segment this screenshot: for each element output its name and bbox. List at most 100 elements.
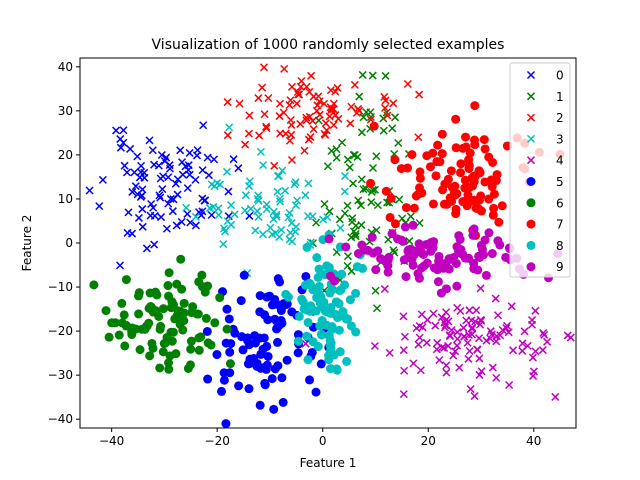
x-tick-label: 0 [319, 434, 327, 448]
data-point-3 [223, 217, 232, 226]
data-point-7 [407, 150, 417, 160]
data-point-5 [230, 328, 240, 338]
data-point-0 [149, 203, 158, 212]
legend-label: 5 [556, 175, 564, 189]
data-point-7 [451, 204, 461, 214]
data-point-1 [372, 226, 381, 235]
data-point-0 [178, 158, 187, 167]
data-point-3 [256, 147, 265, 156]
data-point-2 [346, 119, 355, 128]
data-point-8 [302, 242, 312, 252]
data-point-6 [152, 290, 162, 300]
data-point-2 [279, 108, 288, 117]
data-point-2 [260, 110, 269, 119]
data-point-1 [343, 261, 352, 270]
x-axis-label: Feature 1 [300, 456, 357, 470]
data-point-1 [332, 145, 341, 154]
data-point-1 [312, 218, 321, 227]
data-point-0 [115, 261, 125, 270]
data-point-9 [481, 270, 491, 280]
data-point-1 [406, 212, 415, 221]
data-point-6 [176, 254, 186, 264]
data-point-2 [241, 140, 250, 149]
data-point-6 [172, 279, 182, 289]
data-point-7 [461, 132, 471, 142]
data-point-8 [346, 321, 356, 331]
data-point-1 [332, 153, 341, 162]
data-point-0 [192, 151, 202, 160]
data-point-2 [260, 63, 269, 72]
data-point-8 [337, 269, 347, 279]
data-point-7 [385, 212, 395, 222]
data-point-9 [357, 240, 367, 250]
data-point-0 [119, 126, 128, 135]
data-point-2 [292, 99, 301, 108]
y-axis: −40 −30 −20 −10 0 10 20 30 40 [48, 60, 80, 426]
data-point-5 [212, 350, 222, 360]
data-point-1 [320, 199, 329, 209]
data-point-7 [469, 135, 479, 145]
legend: 0 1 2 3 4 5 6 7 8 9 [509, 62, 571, 278]
data-point-4 [507, 302, 516, 311]
data-point-3 [273, 187, 282, 196]
data-point-0 [155, 191, 164, 200]
data-point-0 [133, 152, 142, 161]
data-point-1 [355, 92, 364, 101]
data-point-0 [198, 166, 207, 175]
data-point-8 [327, 322, 337, 332]
data-point-6 [192, 309, 202, 319]
data-point-6 [215, 293, 225, 303]
data-point-3 [222, 167, 231, 176]
data-point-1 [343, 155, 352, 164]
data-point-5 [273, 361, 283, 371]
data-point-4 [445, 332, 454, 341]
data-point-1 [347, 217, 357, 227]
legend-label: 7 [556, 218, 564, 232]
data-point-5 [250, 338, 260, 348]
data-point-4 [468, 324, 477, 333]
data-point-9 [434, 256, 444, 266]
data-point-6 [120, 341, 130, 351]
data-point-0 [203, 153, 212, 162]
data-point-0 [138, 222, 147, 231]
data-point-3 [277, 225, 286, 234]
data-point-0 [120, 161, 129, 170]
data-point-4 [432, 345, 441, 354]
data-point-4 [414, 340, 423, 349]
data-point-6 [110, 318, 120, 328]
data-point-7 [415, 167, 425, 177]
data-point-2 [307, 71, 316, 80]
data-point-3 [269, 215, 278, 224]
y-tick-label: 40 [58, 60, 73, 74]
data-point-4 [491, 294, 500, 303]
legend-label: 2 [556, 111, 564, 125]
data-point-4 [456, 306, 465, 316]
data-point-1 [391, 113, 400, 122]
data-point-6 [179, 298, 189, 308]
data-point-2 [285, 136, 294, 145]
data-point-5 [293, 330, 303, 340]
data-point-0 [229, 155, 238, 164]
data-point-3 [220, 224, 229, 233]
chart-title: Visualization of 1000 randomly selected … [152, 37, 505, 53]
data-point-4 [486, 327, 495, 336]
data-point-6 [135, 345, 145, 355]
data-point-9 [376, 254, 386, 264]
data-point-4 [488, 363, 497, 372]
data-point-1 [373, 201, 382, 210]
data-point-6 [89, 280, 99, 290]
data-point-4 [528, 353, 537, 362]
data-point-1 [368, 71, 377, 80]
data-point-7 [460, 175, 470, 185]
data-point-5 [225, 347, 235, 357]
data-point-1 [354, 196, 363, 205]
data-point-3 [191, 212, 200, 221]
data-point-7 [401, 203, 411, 213]
data-point-3 [323, 213, 332, 222]
data-point-3 [253, 207, 262, 216]
data-point-7 [437, 149, 447, 159]
data-point-4 [453, 334, 462, 343]
data-point-1 [338, 138, 347, 147]
data-point-8 [324, 306, 334, 316]
data-point-7 [470, 101, 480, 111]
